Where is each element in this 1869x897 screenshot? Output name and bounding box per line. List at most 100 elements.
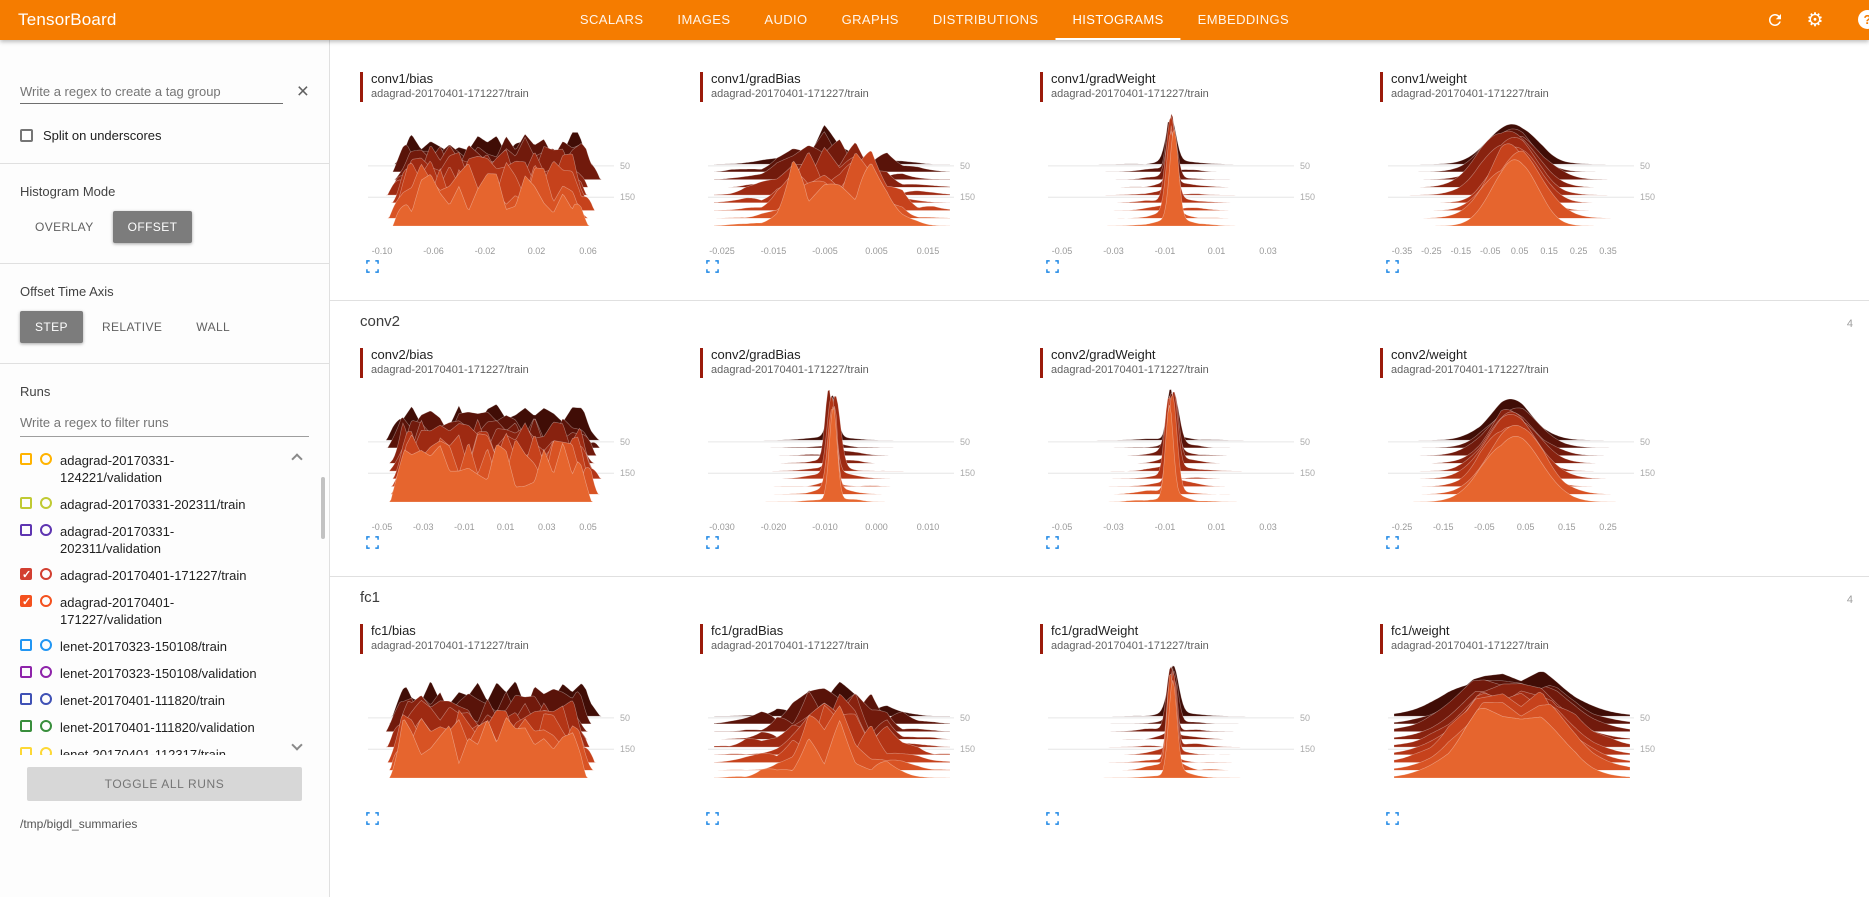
run-color-radio[interactable] xyxy=(40,720,52,732)
expand-icon[interactable] xyxy=(1386,536,1400,554)
refresh-icon[interactable] xyxy=(1765,10,1785,30)
run-item[interactable]: lenet-20170401-111820/validation xyxy=(20,714,283,741)
histogram-chart[interactable]: 50 150 -0.05 -0.03 -0.01 0.01 0.03 0.05 xyxy=(362,386,662,536)
toggle-all-runs-button[interactable]: TOGGLE ALL RUNS xyxy=(27,767,302,801)
histogram-chart[interactable]: 50 150 -0.25 -0.15 -0.05 0.05 0.15 0.25 xyxy=(1382,386,1682,536)
histogram-chart[interactable]: 50 150 -0.35 -0.25 -0.15 -0.05 0.05 0.15 0.25 0.3… xyxy=(1382,110,1682,260)
run-color-bar xyxy=(1380,72,1383,102)
run-label: lenet-20170401-111820/validation xyxy=(60,720,255,735)
svg-text:-0.005: -0.005 xyxy=(812,246,838,256)
expand-icon[interactable] xyxy=(1046,260,1060,278)
histogram-mode-offset-button[interactable]: OFFSET xyxy=(112,211,193,243)
chart-run-name: adagrad-20170401-171227/train xyxy=(1051,88,1209,100)
expand-icon[interactable] xyxy=(366,536,380,554)
run-item[interactable]: adagrad-20170331-202311/validation xyxy=(20,518,283,562)
histogram-mode-overlay-button[interactable]: OVERLAY xyxy=(20,211,109,243)
svg-text:0.02: 0.02 xyxy=(528,246,546,256)
time-axis-wall-button[interactable]: WALL xyxy=(181,311,245,343)
expand-icon[interactable] xyxy=(706,260,720,278)
histogram-chart[interactable]: 50 150 -0.025 -0.015 -0.005 0.005 0.015 xyxy=(702,110,1002,260)
app-title: TensorBoard xyxy=(18,10,117,29)
tab-scalars[interactable]: SCALARS xyxy=(579,12,644,27)
checkbox-icon[interactable] xyxy=(20,129,33,142)
chart-row: conv1/bias adagrad-20170401-171227/train 5… xyxy=(360,70,1869,292)
histogram-chart[interactable]: 50 150 xyxy=(1042,662,1342,812)
histogram-chart[interactable]: 50 150 xyxy=(362,662,662,812)
run-item[interactable]: lenet-20170401-111820/train xyxy=(20,687,283,714)
run-checkbox[interactable] xyxy=(20,720,32,732)
help-icon[interactable]: ? xyxy=(1858,10,1869,29)
run-item[interactable]: adagrad-20170401-171227/train xyxy=(20,562,283,589)
expand-icon[interactable] xyxy=(366,812,380,830)
scrollbar-thumb[interactable] xyxy=(321,477,325,539)
run-item[interactable]: lenet-20170323-150108/train xyxy=(20,633,283,660)
expand-icon[interactable] xyxy=(1386,260,1400,278)
tab-distributions[interactable]: DISTRIBUTIONS xyxy=(932,12,1039,27)
svg-text:50: 50 xyxy=(1300,713,1310,723)
expand-icon[interactable] xyxy=(1386,812,1400,830)
histogram-card: conv2/gradBias adagrad-20170401-171227/tr… xyxy=(700,346,1040,562)
tag-group-header[interactable]: fc1 4 xyxy=(330,576,1869,606)
run-filter-input[interactable] xyxy=(20,411,309,437)
tag-group-header[interactable]: conv2 4 xyxy=(330,300,1869,330)
close-icon[interactable]: × xyxy=(296,80,309,103)
run-color-radio[interactable] xyxy=(40,524,52,536)
histogram-card: fc1/gradBias adagrad-20170401-171227/trai… xyxy=(700,622,1040,838)
run-checkbox[interactable] xyxy=(20,595,32,608)
run-item[interactable]: lenet-20170401-112317/train xyxy=(20,741,283,755)
run-color-radio[interactable] xyxy=(40,453,52,465)
time-axis-step-button[interactable]: STEP xyxy=(20,311,83,343)
histogram-chart[interactable]: 50 150 xyxy=(702,662,1002,812)
expand-icon[interactable] xyxy=(366,260,380,278)
time-axis-relative-button[interactable]: RELATIVE xyxy=(87,311,177,343)
tab-embeddings[interactable]: EMBEDDINGS xyxy=(1197,12,1290,27)
run-color-radio[interactable] xyxy=(40,747,52,755)
histogram-chart[interactable]: 50 150 -0.10 -0.06 -0.02 0.02 0.06 xyxy=(362,110,662,260)
svg-text:0.35: 0.35 xyxy=(1599,246,1617,256)
histogram-chart[interactable]: 50 150 -0.05 -0.03 -0.01 0.01 0.03 xyxy=(1042,110,1342,260)
chart-title: conv1/gradBias xyxy=(711,71,801,86)
run-checkbox[interactable] xyxy=(20,747,32,755)
svg-text:-0.05: -0.05 xyxy=(1052,522,1073,532)
expand-icon[interactable] xyxy=(706,812,720,830)
run-item[interactable]: lenet-20170323-150108/validation xyxy=(20,660,283,687)
histogram-chart[interactable]: 50 150 xyxy=(1382,662,1682,812)
run-checkbox[interactable] xyxy=(20,666,32,678)
tab-images[interactable]: IMAGES xyxy=(677,12,731,27)
histogram-chart[interactable]: 50 150 -0.030 -0.020 -0.010 0.000 0.010 xyxy=(702,386,1002,536)
run-checkbox[interactable] xyxy=(20,568,32,581)
run-item[interactable]: adagrad-20170401-171227/validation xyxy=(20,589,283,633)
run-checkbox[interactable] xyxy=(20,693,32,705)
run-color-bar xyxy=(1380,348,1383,378)
svg-text:0.05: 0.05 xyxy=(579,522,597,532)
expand-icon[interactable] xyxy=(1046,536,1060,554)
settings-gear-icon[interactable]: ⚙ xyxy=(1806,9,1824,31)
expand-icon[interactable] xyxy=(706,536,720,554)
svg-text:0.25: 0.25 xyxy=(1599,522,1617,532)
run-color-radio[interactable] xyxy=(40,693,52,705)
tab-histograms[interactable]: HISTOGRAMS xyxy=(1055,0,1180,40)
run-checkbox[interactable] xyxy=(20,497,32,509)
tab-graphs[interactable]: GRAPHS xyxy=(841,12,899,27)
run-checkbox[interactable] xyxy=(20,453,32,465)
run-color-radio[interactable] xyxy=(40,497,52,509)
tag-filter-input[interactable] xyxy=(20,80,283,104)
run-checkbox[interactable] xyxy=(20,524,32,536)
run-item[interactable]: adagrad-20170331-202311/train xyxy=(20,491,283,518)
run-color-radio[interactable] xyxy=(40,639,52,651)
header-icons: ⚙ xyxy=(1765,10,1825,30)
histogram-chart[interactable]: 50 150 -0.05 -0.03 -0.01 0.01 0.03 xyxy=(1042,386,1342,536)
run-color-radio[interactable] xyxy=(40,568,52,580)
run-color-radio[interactable] xyxy=(40,595,52,607)
tag-group-count: 4 xyxy=(1846,318,1853,330)
run-checkbox[interactable] xyxy=(20,639,32,651)
tab-audio[interactable]: AUDIO xyxy=(764,12,808,27)
chart-run-name: adagrad-20170401-171227/train xyxy=(1391,640,1549,652)
svg-text:150: 150 xyxy=(1640,744,1655,754)
split-underscores-checkbox[interactable]: Split on underscores xyxy=(20,128,309,143)
run-color-radio[interactable] xyxy=(40,666,52,678)
run-label: adagrad-20170401-171227/validation xyxy=(60,595,175,627)
run-item[interactable]: adagrad-20170331-124221/validation xyxy=(20,447,283,491)
expand-icon[interactable] xyxy=(1046,812,1060,830)
